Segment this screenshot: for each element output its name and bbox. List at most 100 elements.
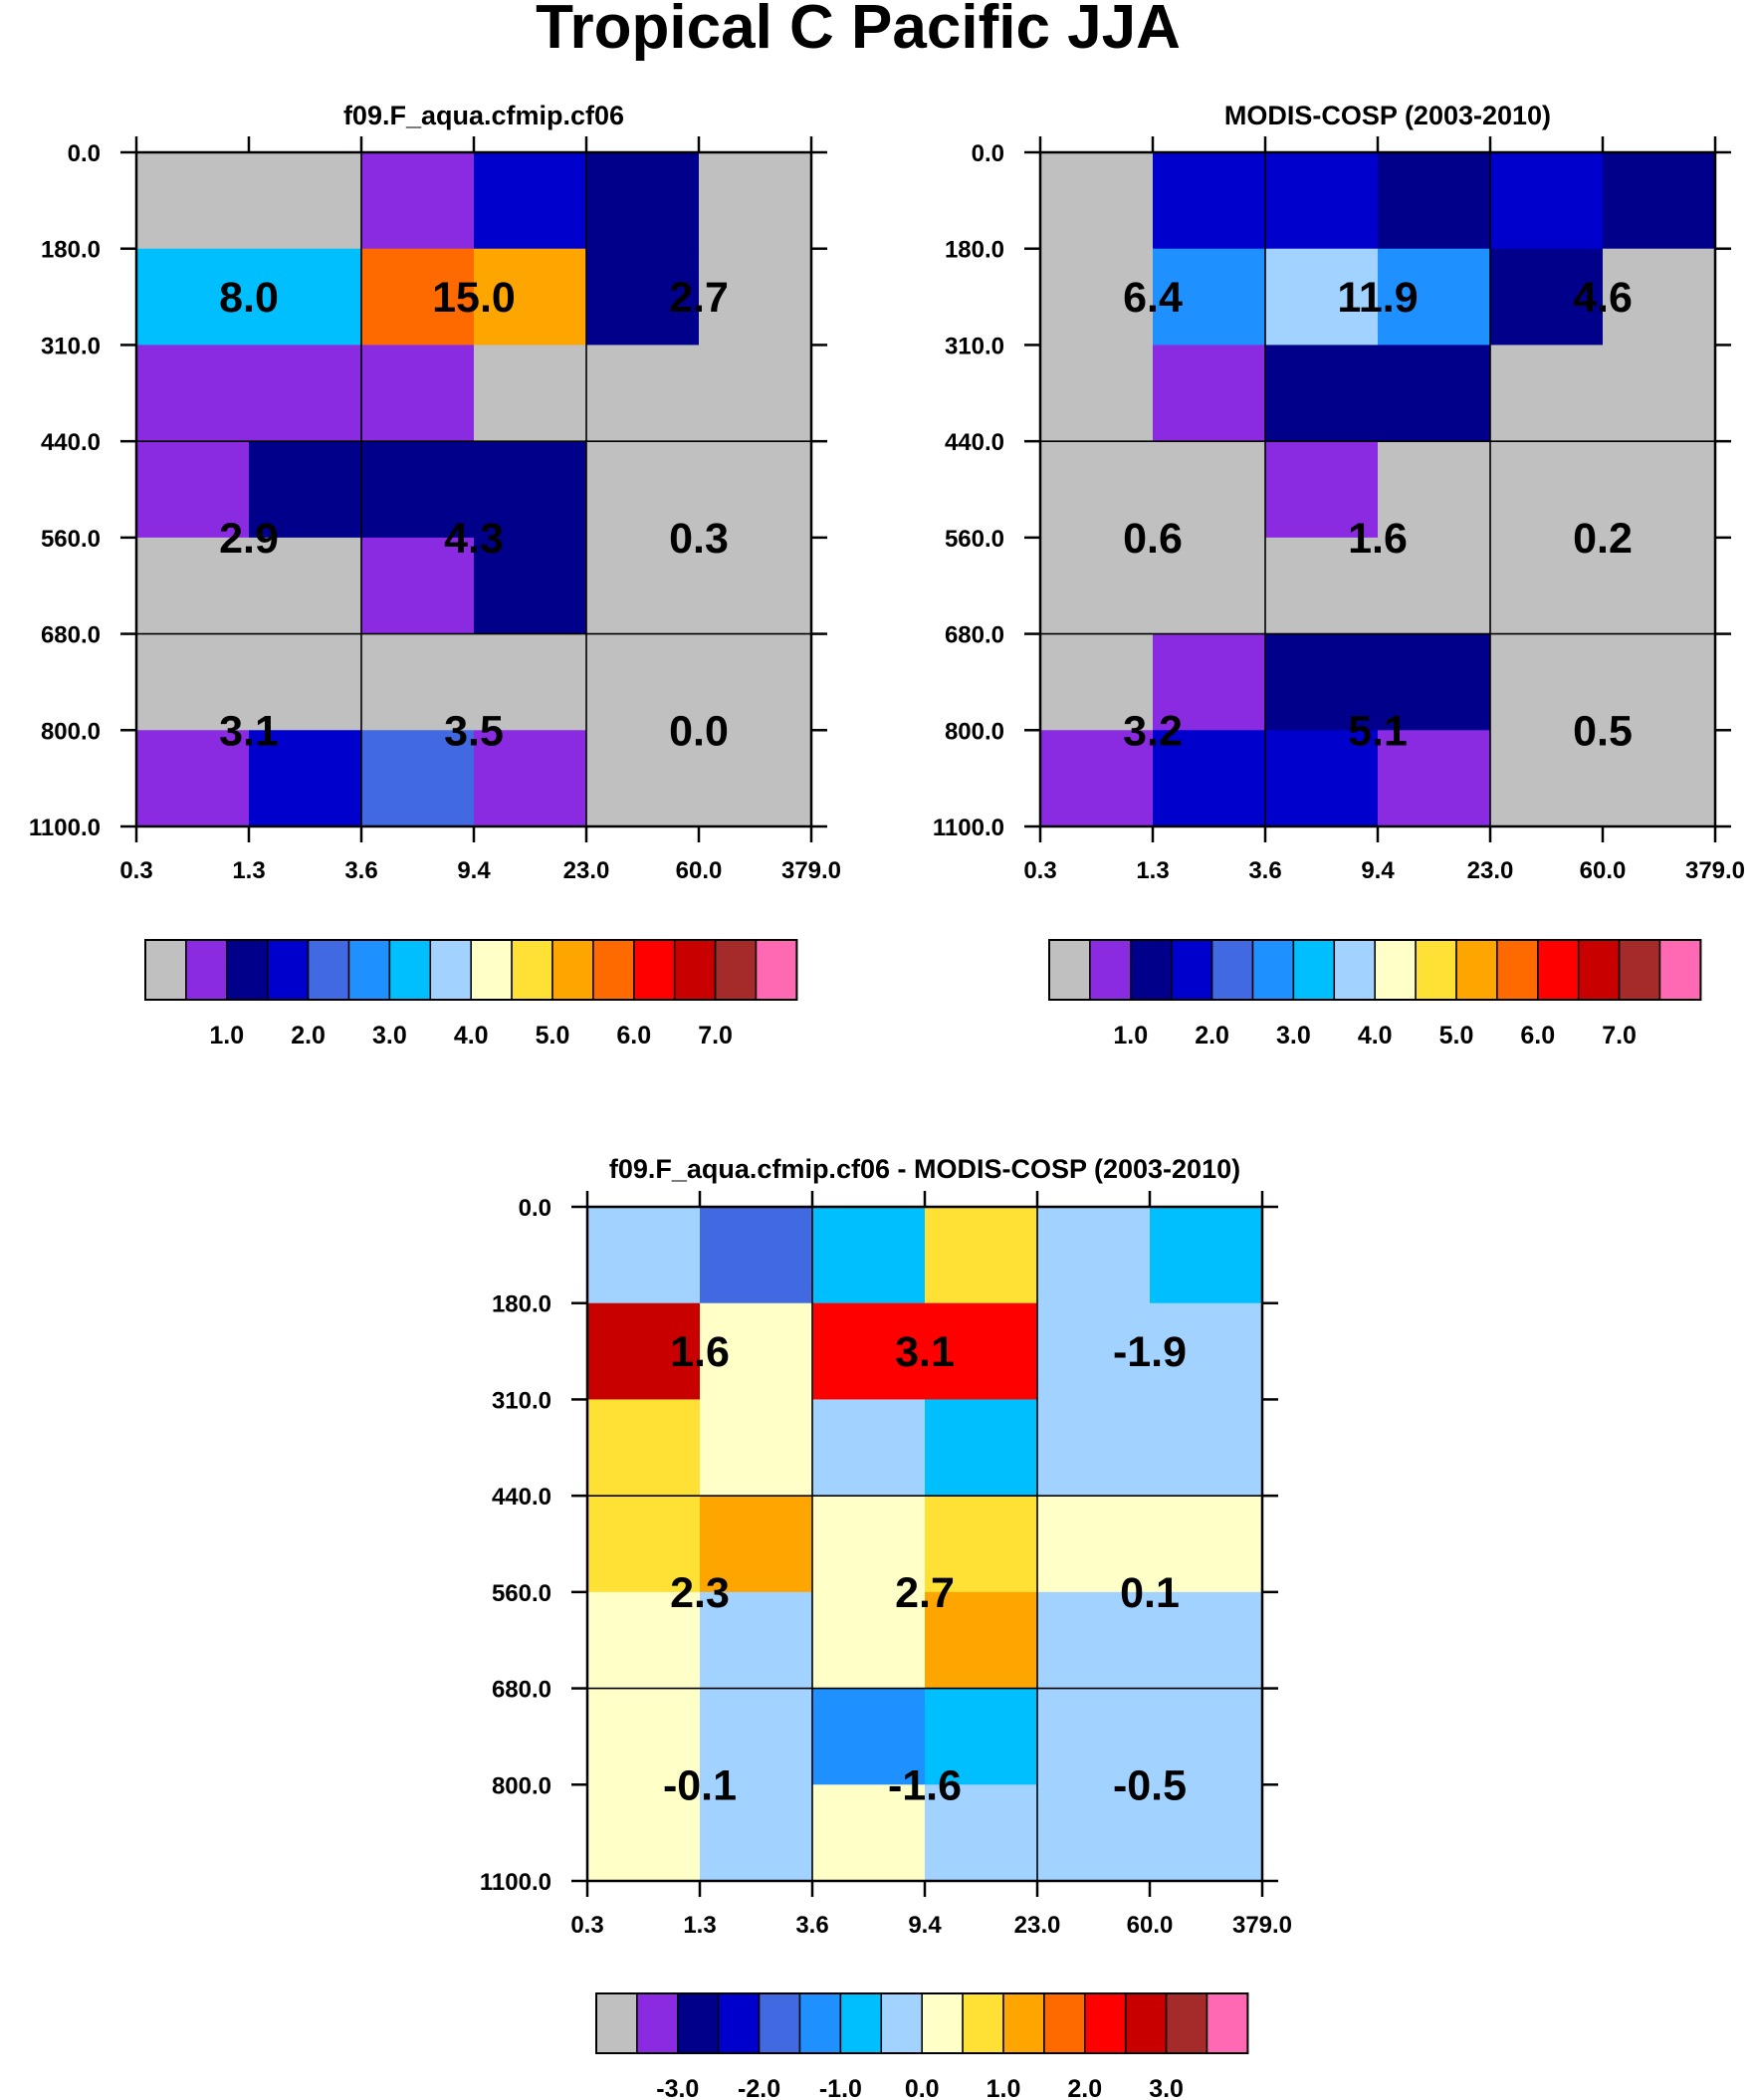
- heatmap-cell: [1150, 1399, 1263, 1497]
- x-tick-label: 379.0: [1685, 857, 1745, 884]
- heatmap-cell: [700, 1496, 813, 1593]
- colorbar-frame: [1048, 939, 1702, 1001]
- heatmap-cell: [1378, 730, 1491, 827]
- colorbar-swatch: [1537, 939, 1580, 1001]
- heatmap-cell: [249, 248, 362, 347]
- colorbar-swatch: [1170, 939, 1213, 1001]
- colorbar-label: 1.0: [1113, 1022, 1148, 1050]
- colorbar-swatch: [1084, 1992, 1127, 2054]
- heatmap-cell: [136, 152, 250, 250]
- heatmap-cell: [1040, 441, 1154, 539]
- heatmap-cell: [1378, 345, 1491, 442]
- summary-value-label: 0.5: [1573, 707, 1633, 755]
- x-tick-label: 60.0: [676, 857, 723, 884]
- heatmap-cell: [586, 633, 700, 731]
- heatmap-cell: [361, 248, 475, 347]
- heatmap-cell: [1037, 1784, 1151, 1882]
- colorbar-swatch: [880, 1992, 923, 2054]
- x-tick-label: 379.0: [1232, 1912, 1292, 1939]
- heatmap-cell: [249, 152, 362, 250]
- y-tick-label: 800.0: [492, 1772, 551, 1799]
- heatmap-cell: [1150, 1302, 1263, 1401]
- heatmap-cell: [812, 1207, 926, 1304]
- heatmap-cell: [587, 1784, 701, 1882]
- colorbar-label: 3.0: [372, 1022, 407, 1050]
- summary-value-label: 3.1: [219, 707, 279, 755]
- heatmap-cell: [812, 1496, 926, 1593]
- colorbar-swatch: [1374, 939, 1417, 1001]
- heatmap-cell: [1150, 1784, 1263, 1882]
- heatmap-cell: [1490, 152, 1604, 250]
- heatmap-cell: [1040, 248, 1154, 347]
- heatmap-cell: [699, 730, 812, 827]
- x-tick-label: 3.6: [795, 1912, 828, 1939]
- heatmap-cell: [249, 537, 362, 635]
- heatmap-cell: [812, 1399, 926, 1497]
- y-tick-label: 310.0: [492, 1387, 551, 1414]
- colorbar-swatch: [921, 1992, 964, 2054]
- colorbar-swatch: [1496, 939, 1539, 1001]
- heatmap-cell: [1265, 730, 1379, 827]
- heatmap-cell: [1378, 633, 1491, 731]
- heatmap-cell: [699, 633, 812, 731]
- heatmap-cell: [1265, 345, 1379, 442]
- colorbar-swatch: [1124, 1992, 1168, 2054]
- heatmap-cell: [586, 248, 700, 347]
- colorbar-label: 5.0: [1439, 1022, 1474, 1050]
- heatmap-cell: [587, 1399, 701, 1497]
- heatmap-cell: [587, 1496, 701, 1593]
- summary-value-label: -0.1: [663, 1761, 737, 1809]
- y-tick-label: 0.0: [519, 1195, 551, 1222]
- colorbar-swatch: [636, 1992, 679, 2054]
- colorbar-swatch: [266, 939, 310, 1001]
- y-tick-label: 800.0: [41, 718, 101, 745]
- heatmap-cell: [586, 730, 700, 827]
- heatmap-cell: [1490, 730, 1604, 827]
- summary-value-label: 11.9: [1337, 274, 1418, 322]
- summary-value-label: -1.6: [888, 1761, 962, 1809]
- colorbar-swatch: [1577, 939, 1621, 1001]
- colorbar-swatch: [717, 1992, 761, 2054]
- y-tick-label: 680.0: [492, 1677, 551, 1704]
- summary-value-label: 1.6: [670, 1328, 730, 1376]
- panel-obs-title: MODIS-COSP (2003-2010): [1224, 101, 1551, 130]
- summary-value-label: 2.9: [219, 515, 279, 563]
- heatmap-cell: [1150, 1207, 1263, 1304]
- heatmap-cell: [925, 1207, 1038, 1304]
- colorbar-swatch: [595, 1992, 638, 2054]
- heatmap-cell: [136, 441, 250, 539]
- x-tick-label: 60.0: [1580, 857, 1627, 884]
- y-tick-label: 180.0: [492, 1291, 551, 1318]
- heatmap-cell: [1150, 1688, 1263, 1785]
- heatmap-cell: [136, 248, 250, 347]
- summary-value-label: 3.5: [444, 707, 504, 755]
- y-tick-label: 0.0: [68, 140, 101, 167]
- heatmap-cell: [1040, 730, 1154, 827]
- y-tick-label: 310.0: [945, 333, 1004, 359]
- colorbar-swatch: [839, 1992, 883, 2054]
- colorbar-swatch: [633, 939, 676, 1001]
- summary-value-label: 2.7: [895, 1569, 955, 1617]
- colorbar-swatch: [1206, 1992, 1249, 2054]
- heatmap-cell: [1265, 441, 1379, 539]
- heatmap-cell: [249, 345, 362, 442]
- colorbar-obs: 1.0 2.0 3.0 4.0 5.0 6.0 7.0: [1048, 939, 1702, 1050]
- heatmap-cell: [1153, 441, 1266, 539]
- x-tick-label: 1.3: [683, 1912, 716, 1939]
- heatmap-cell: [1490, 441, 1604, 539]
- y-tick-label: 180.0: [945, 237, 1004, 264]
- colorbar-swatch: [347, 939, 391, 1001]
- figure-title: Tropical C Pacific JJA: [536, 0, 1181, 62]
- heatmap-cell: [699, 152, 812, 250]
- colorbar-label: -3.0: [656, 2075, 699, 2100]
- colorbar-swatch: [1455, 939, 1498, 1001]
- heatmap-cell: [586, 441, 700, 539]
- heatmap-cell: [1603, 248, 1716, 347]
- heatmap-cell: [1153, 537, 1266, 635]
- panel-model: f09.F_aqua.cfmip.cf06 0.3 1.3 3.6 9.4 23.0 60…: [29, 101, 841, 884]
- heatmap-cell: [1153, 152, 1266, 250]
- heatmap-cell: [1153, 248, 1266, 347]
- colorbar-model: 1.0 2.0 3.0 4.0 5.0 6.0 7.0: [144, 939, 798, 1050]
- colorbar-label: 6.0: [616, 1022, 651, 1050]
